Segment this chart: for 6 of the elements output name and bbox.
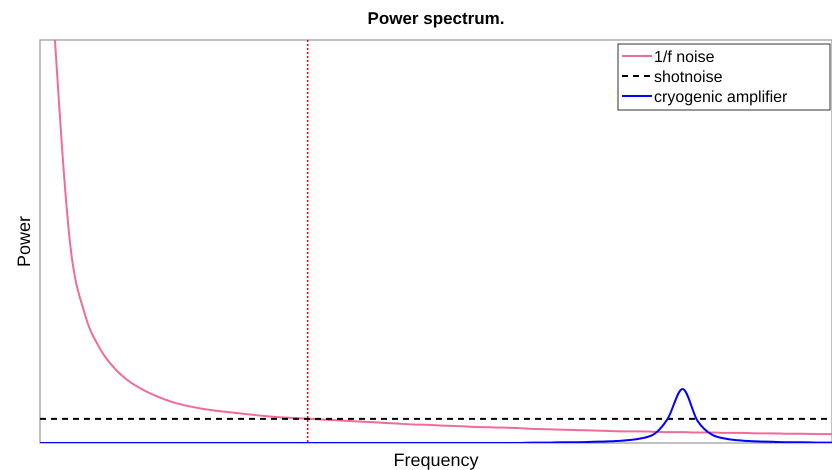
legend-label: shotnoise bbox=[654, 69, 723, 86]
legend-label: cryogenic amplifier bbox=[654, 89, 788, 106]
legend-label: 1/f noise bbox=[654, 49, 715, 66]
x-axis-title: Frequency bbox=[393, 450, 479, 470]
chart-title: Power spectrum. bbox=[368, 9, 504, 28]
y-axis-title: Power bbox=[14, 216, 34, 268]
